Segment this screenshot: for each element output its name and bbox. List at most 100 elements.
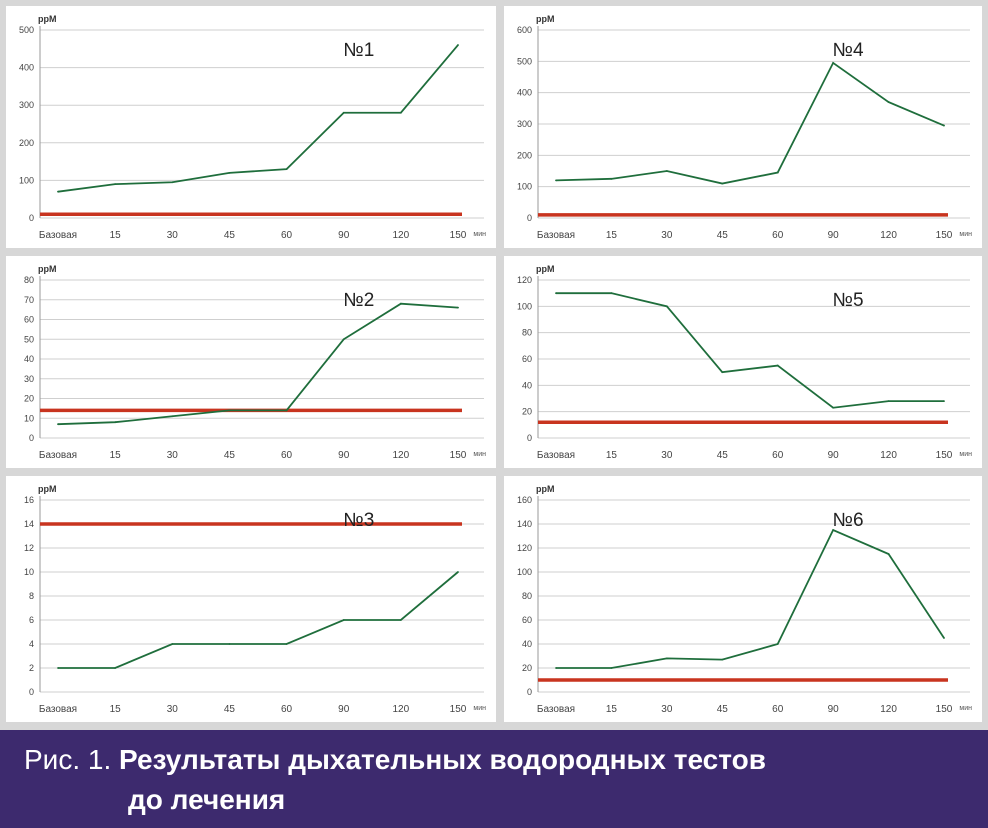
x-tick-label: 90 <box>828 230 840 241</box>
data-point <box>610 177 613 180</box>
chart-svg: 0 20 40 60 80 100 120 Базовая 15 30 45 60 90 120 150 ми… <box>517 264 972 461</box>
data-point <box>399 302 402 305</box>
x-tick-label: 150 <box>936 230 953 241</box>
caption-banner <box>0 730 988 828</box>
x-tick-label: 15 <box>606 230 618 241</box>
data-point <box>555 667 557 669</box>
y-tick-label: 600 <box>517 25 532 35</box>
y-tick-label: 0 <box>527 433 532 443</box>
x-tick-label: 60 <box>281 704 293 715</box>
data-point <box>399 111 402 114</box>
data-point <box>457 44 459 46</box>
chart-title: №2 <box>343 290 374 311</box>
data-point <box>457 571 459 573</box>
x-tick-label: 15 <box>110 230 122 241</box>
x-tick-label: Базовая <box>537 704 575 715</box>
y-tick-label: 80 <box>522 328 532 338</box>
y-tick-label: 80 <box>24 275 34 285</box>
y-tick-label: 140 <box>517 519 532 529</box>
y-tick-label: 2 <box>29 663 34 673</box>
x-tick-label: 15 <box>110 704 122 715</box>
data-point <box>228 409 231 412</box>
data-point <box>665 305 668 308</box>
data-point <box>342 619 345 621</box>
data-point <box>342 111 345 114</box>
x-tick-label: 120 <box>880 450 897 461</box>
caption-prefix: Рис. 1. <box>24 744 112 775</box>
data-point <box>887 101 890 103</box>
x-tick-label: 90 <box>338 230 350 241</box>
data-point <box>943 124 945 127</box>
x-tick-label: 150 <box>936 450 953 461</box>
chart-svg: 0 100 200 300 400 500 600 Базовая 15 30 45 60 90 120 1… <box>517 14 972 241</box>
data-point <box>832 406 835 409</box>
x-tick-label: 45 <box>224 230 236 241</box>
y-tick-label: 20 <box>522 663 532 673</box>
y-tick-label: 6 <box>29 615 34 625</box>
x-tick-label: 45 <box>717 704 729 715</box>
y-tick-label: 160 <box>517 495 532 505</box>
data-point <box>285 168 288 171</box>
x-tick-label: 30 <box>167 704 179 715</box>
x-tick-label: 90 <box>338 450 350 461</box>
series-line <box>57 44 459 193</box>
series-line <box>556 528 945 669</box>
data-point <box>555 179 557 182</box>
x-tick-label: 30 <box>661 450 673 461</box>
x-tick-label: 120 <box>393 230 410 241</box>
x-tick-label: 120 <box>393 704 410 715</box>
y-tick-label: 0 <box>527 687 532 697</box>
y-axis-unit: ppM <box>536 264 555 274</box>
data-point <box>555 292 557 295</box>
y-tick-label: 60 <box>24 315 34 325</box>
data-point <box>457 306 459 309</box>
data-point <box>832 529 835 531</box>
data-point <box>57 190 59 193</box>
data-point <box>721 182 724 185</box>
x-tick-label: 90 <box>828 704 840 715</box>
series-line <box>58 571 459 669</box>
y-tick-label: 60 <box>522 615 532 625</box>
data-point <box>610 667 613 669</box>
data-point <box>228 171 231 174</box>
y-tick-label: 200 <box>19 138 34 148</box>
x-axis-unit: мин <box>959 451 972 458</box>
chart-svg: 0 100 200 300 400 500 Базовая 15 30 45 60 90 120 150 м… <box>19 14 486 241</box>
x-tick-label: 60 <box>281 450 293 461</box>
y-tick-label: 100 <box>517 567 532 577</box>
y-tick-label: 40 <box>522 639 532 649</box>
y-axis-unit: ppM <box>38 264 57 274</box>
y-tick-label: 4 <box>29 639 34 649</box>
x-tick-label: 30 <box>167 450 179 461</box>
x-tick-label: 30 <box>167 230 179 241</box>
y-tick-label: 100 <box>19 175 34 185</box>
y-tick-label: 70 <box>24 295 34 305</box>
series-line <box>555 61 945 185</box>
data-point <box>610 292 613 295</box>
data-point <box>285 643 288 645</box>
x-tick-label: 30 <box>661 230 673 241</box>
data-point <box>776 364 779 367</box>
y-tick-label: 0 <box>29 433 34 443</box>
y-tick-label: 100 <box>517 301 532 311</box>
y-tick-label: 500 <box>517 56 532 66</box>
x-tick-label: Базовая <box>39 230 77 241</box>
chart-svg: 0 20 40 60 80 100 120 140 160 Базовая 15 30 45 60 90 12… <box>517 484 972 715</box>
x-axis-unit: мин <box>959 705 972 712</box>
data-point <box>114 183 117 186</box>
x-tick-label: 45 <box>224 704 236 715</box>
y-tick-label: 0 <box>29 213 34 223</box>
data-point <box>665 170 668 172</box>
x-tick-label: 60 <box>772 450 784 461</box>
y-tick-label: 300 <box>517 119 532 129</box>
data-point <box>171 415 174 418</box>
x-axis-unit: мин <box>473 705 486 712</box>
x-tick-label: 90 <box>828 450 840 461</box>
x-axis-unit: мин <box>473 231 486 238</box>
x-tick-label: 60 <box>772 704 784 715</box>
series-line <box>57 302 459 426</box>
chart-svg: 0 2 4 6 8 10 12 14 16 Базовая 15 30 45 60 90 120 150 мин p… <box>24 484 486 715</box>
x-tick-label: 120 <box>880 704 897 715</box>
data-point <box>832 62 835 64</box>
x-tick-label: 150 <box>936 704 953 715</box>
